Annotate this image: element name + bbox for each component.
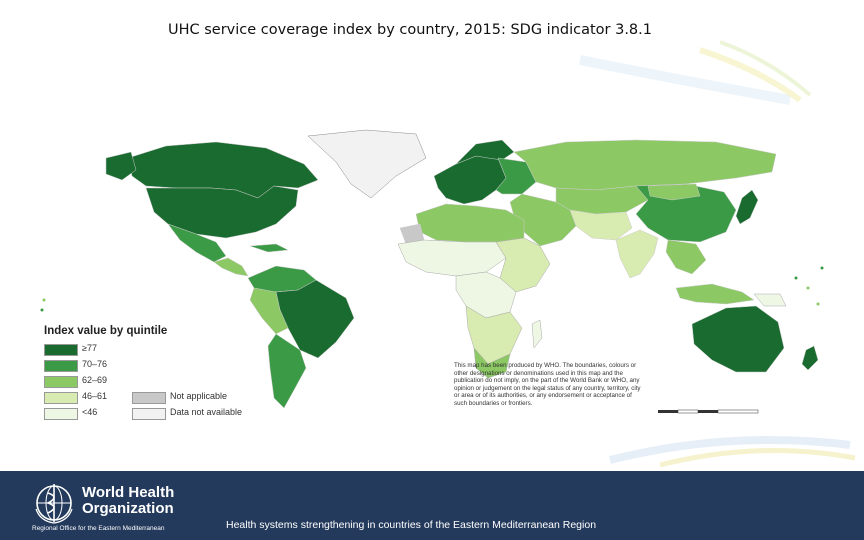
legend-swatch — [132, 408, 166, 420]
legend-label: 70–76 — [82, 359, 108, 369]
slide-title: UHC service coverage index by country, 2… — [167, 22, 652, 38]
atlantic-island — [42, 298, 46, 302]
region-southeast-asia — [665, 239, 707, 275]
who-name-line2: Organization — [82, 500, 174, 517]
legend-swatch — [44, 408, 78, 420]
region-india — [615, 229, 659, 279]
who-emblem-icon — [35, 484, 73, 524]
footer-bar: World Health Organization Regional Offic… — [0, 471, 864, 540]
region-south-africa — [473, 347, 511, 379]
region-south-west-asia — [569, 209, 633, 241]
region-russia — [513, 139, 777, 191]
legend-swatch — [44, 344, 78, 356]
region-east-africa — [495, 237, 551, 293]
region-madagascar — [531, 319, 543, 349]
legend-label: Not applicable — [170, 391, 228, 401]
pacific-island — [806, 286, 810, 290]
region-usa — [145, 185, 299, 239]
decorative-swoosh — [579, 40, 812, 105]
region-central-america — [213, 257, 249, 277]
map-disclaimer: This map has been produced by WHO. The b… — [454, 362, 641, 407]
legend-label: 62–69 — [82, 375, 108, 385]
map-legend: Index value by quintile ≥77 70–76 62–69 … — [40, 325, 270, 425]
pacific-island — [794, 276, 798, 280]
region-middle-east — [509, 193, 577, 247]
legend-label: <46 — [82, 407, 98, 417]
who-logo: World Health Organization Regional Offic… — [30, 479, 180, 532]
region-north-africa — [415, 203, 525, 243]
region-china — [635, 183, 737, 243]
legend-swatch — [44, 376, 78, 388]
legend-swatch — [44, 360, 78, 372]
legend-swatch — [44, 392, 78, 404]
who-name-line1: World Health — [82, 484, 175, 501]
region-australia — [691, 305, 785, 373]
legend-title: Index value by quintile — [44, 325, 168, 337]
region-western-europe — [433, 155, 507, 205]
region-southern-cone — [267, 333, 307, 409]
legend-swatch — [132, 392, 166, 404]
region-alaska — [105, 151, 137, 181]
legend-label: 46–61 — [82, 391, 108, 401]
decorative-swoosh-bottom — [609, 436, 856, 468]
pacific-island — [820, 266, 824, 270]
world-map — [36, 128, 826, 428]
region-greenland — [307, 129, 427, 199]
who-regional-office: Regional Office for the Eastern Mediterr… — [32, 525, 165, 532]
region-mongolia — [647, 183, 701, 201]
region-west-africa — [397, 239, 507, 277]
region-mexico — [167, 223, 227, 263]
region-indonesia — [675, 283, 755, 305]
region-andes — [249, 287, 289, 335]
legend-label: ≥77 — [82, 343, 97, 353]
region-papua-new-guinea — [753, 293, 787, 307]
atlantic-island — [40, 308, 44, 312]
footer-caption: Health systems strengthening in countrie… — [226, 519, 597, 531]
legend-label: Data not available — [170, 407, 243, 417]
map-scale-bar — [658, 409, 759, 414]
region-new-zealand — [801, 345, 819, 371]
region-caribbean — [249, 243, 289, 253]
world-map-svg — [40, 129, 824, 409]
pacific-island — [816, 302, 820, 306]
region-japan — [735, 189, 759, 225]
